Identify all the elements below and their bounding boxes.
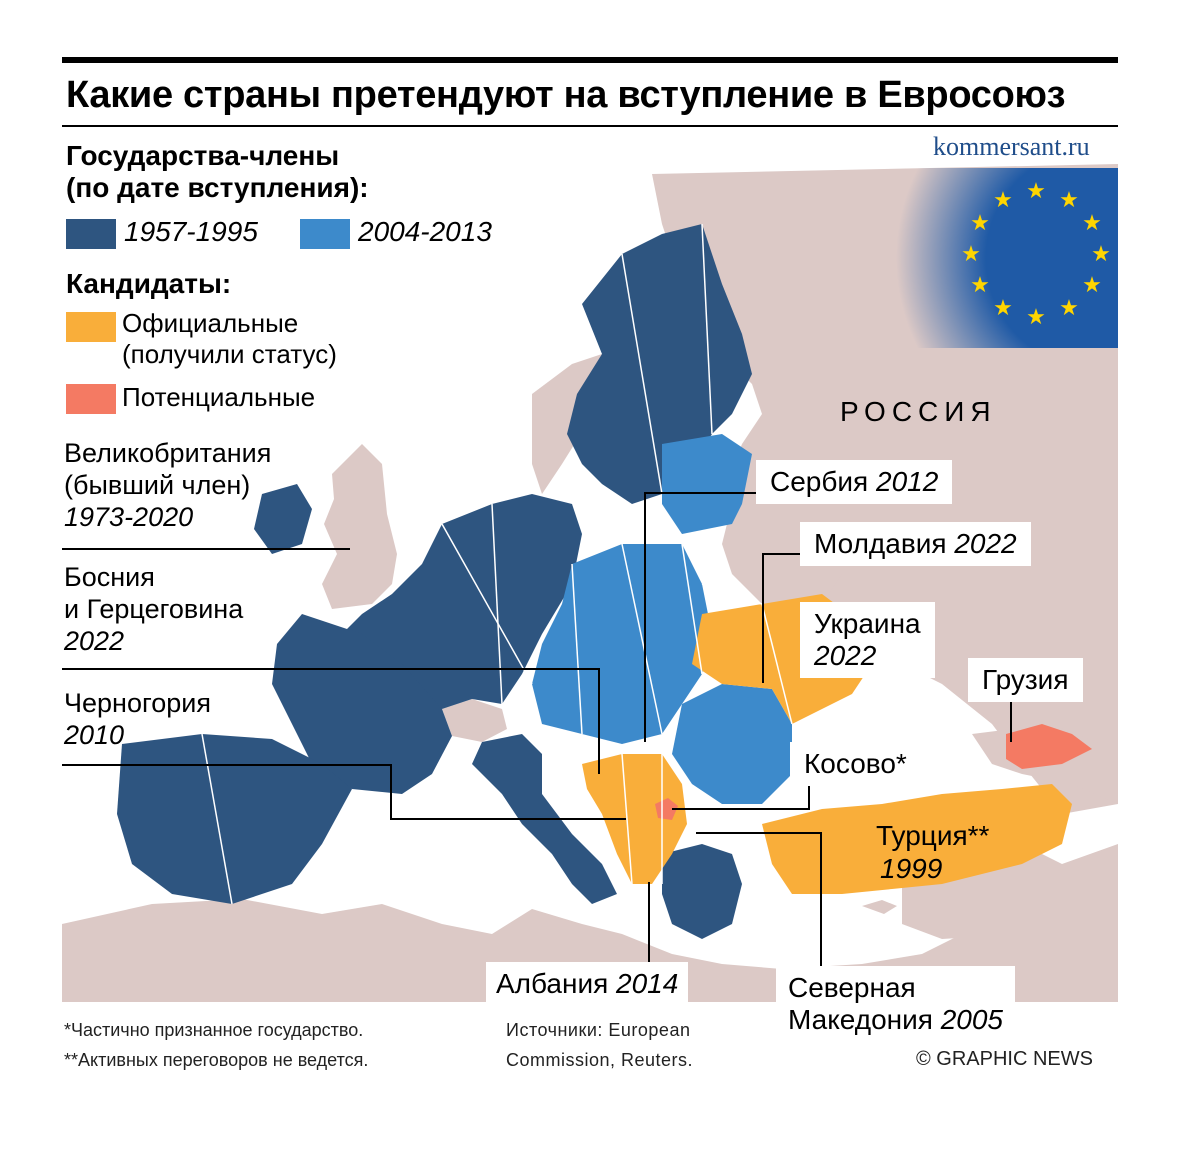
leader-uk [62,548,350,550]
eu-old-france [272,614,452,794]
uk-status: (бывший член) [64,470,251,500]
legend-label-1957-1995: 1957-1995 [124,216,258,247]
leader-kosovo-h [672,808,810,810]
leader-georgia [1010,702,1012,742]
swatch-2004-2013 [300,219,350,249]
legend-potential: Потенциальные [122,382,316,412]
page-title: Какие страны претендуют на вступление в … [66,74,1066,116]
leader-macedonia-h [696,832,822,834]
candidate-turkey [762,784,1072,894]
leader-bosnia-h [62,668,600,670]
leader-moldova-h [762,553,800,555]
svg-text:★: ★ [1059,188,1079,213]
albania-name: Албания [496,968,609,999]
candidates-heading: Кандидаты: [66,268,232,299]
legend-official-line2: (получили статус) [122,339,337,369]
eu-new-romania-bulgaria [672,684,792,804]
macedonia-year: 2005 [940,1004,1003,1036]
kosovo-name: Косово* [804,748,907,779]
eu-old-greece [662,844,742,939]
serbia-label: Сербия 2012 [756,460,953,505]
serbia-name: Сербия [770,466,869,497]
turkey-name: Турция** [876,820,990,851]
svg-text:★: ★ [1082,273,1102,298]
moldova-year: 2022 [954,528,1017,559]
leader-albania [648,882,650,966]
ukraine-year: 2022 [814,640,877,672]
bosnia-name-line1: Босния [64,562,155,592]
macedonia-line2: Македония [788,1004,933,1036]
graphic-news-credit: © GRAPHIC NEWS [916,1048,1093,1070]
potential-kosovo [655,798,678,820]
eu-new-baltics [662,434,752,534]
macedonia-line1: Северная [788,972,916,1003]
candidate-balkans [582,754,687,884]
moldova-name: Молдавия [814,528,947,559]
svg-text:★: ★ [1082,211,1102,236]
eu-star-ring: ★ ★ ★ ★ ★ ★ ★ ★ ★ ★ ★ ★ [961,179,1111,330]
land-iceland-cyprus [862,900,897,914]
leader-moldova-v [762,553,764,683]
albania-year: 2014 [616,968,679,999]
macedonia-label: Северная Македония 2005 [776,966,1015,1043]
country-borders [201,223,793,905]
land-uk [322,444,397,609]
sources-line2: Commission, Reuters. [506,1050,694,1070]
leader-montenegro-h1 [62,764,392,766]
potential-georgia [1006,724,1092,769]
sources-line1: Источники: European [506,1020,691,1040]
svg-text:★: ★ [1059,296,1079,321]
leader-montenegro-v [390,764,392,820]
land-switzerland [442,699,507,742]
ukraine-name: Украина [814,608,921,639]
ukraine-label: Украина 2022 [800,602,935,679]
albania-label: Албания 2014 [486,962,689,1007]
legend-official-line1: Официальные [122,308,299,338]
leader-bosnia-v [598,668,600,774]
uk-years: 1973-2020 [64,502,194,532]
russia-label: РОССИЯ [840,396,997,427]
kosovo-label: Косово* [790,742,921,787]
eu-old-ireland [254,484,312,554]
turkey-year: 1999 [880,853,943,884]
svg-text:★: ★ [993,188,1013,213]
swatch-1957-1995 [66,219,116,249]
eu-old-iberia [117,734,352,904]
svg-text:★: ★ [1091,242,1111,267]
svg-text:★: ★ [993,296,1013,321]
title-rule [62,125,1118,127]
footnote-no-negotiations: **Активных переговоров не ведется. [64,1050,369,1070]
leader-kosovo-v [808,778,810,810]
svg-text:★: ★ [970,211,990,236]
leader-serbia-v [644,492,646,742]
members-heading-line1: Государства-члены [66,140,340,171]
source-site: kommersant.ru [933,132,1090,161]
swatch-potential [66,384,116,414]
leader-serbia-h [644,492,759,494]
members-heading-line2: (по дате вступления): [66,172,369,203]
bosnia-year: 2022 [64,626,125,656]
montenegro-year: 2010 [64,720,125,750]
leader-montenegro-h2 [390,818,626,820]
bosnia-name-line2: и Герцеговина [64,594,244,624]
eu-new-central [532,544,712,744]
moldova-label: Молдавия 2022 [800,522,1031,567]
montenegro-name: Черногория [64,688,211,718]
georgia-name: Грузия [982,664,1069,695]
leader-macedonia-v [820,832,822,970]
eu-flag-graphic: ★ ★ ★ ★ ★ ★ ★ ★ ★ ★ ★ ★ [896,168,1118,348]
top-rule [62,57,1118,63]
svg-text:★: ★ [1026,305,1046,330]
legend-label-2004-2013: 2004-2013 [358,216,492,247]
serbia-year: 2012 [876,466,939,497]
eu-old-west-core [332,494,582,709]
uk-name: Великобритания [64,438,272,468]
svg-text:★: ★ [1026,179,1046,204]
svg-text:★: ★ [970,273,990,298]
swatch-official [66,312,116,342]
land-belarus [722,494,842,604]
georgia-label: Грузия [968,658,1083,703]
svg-text:★: ★ [961,242,981,267]
footnote-partial-recognition: *Частично признанное государство. [64,1020,364,1040]
